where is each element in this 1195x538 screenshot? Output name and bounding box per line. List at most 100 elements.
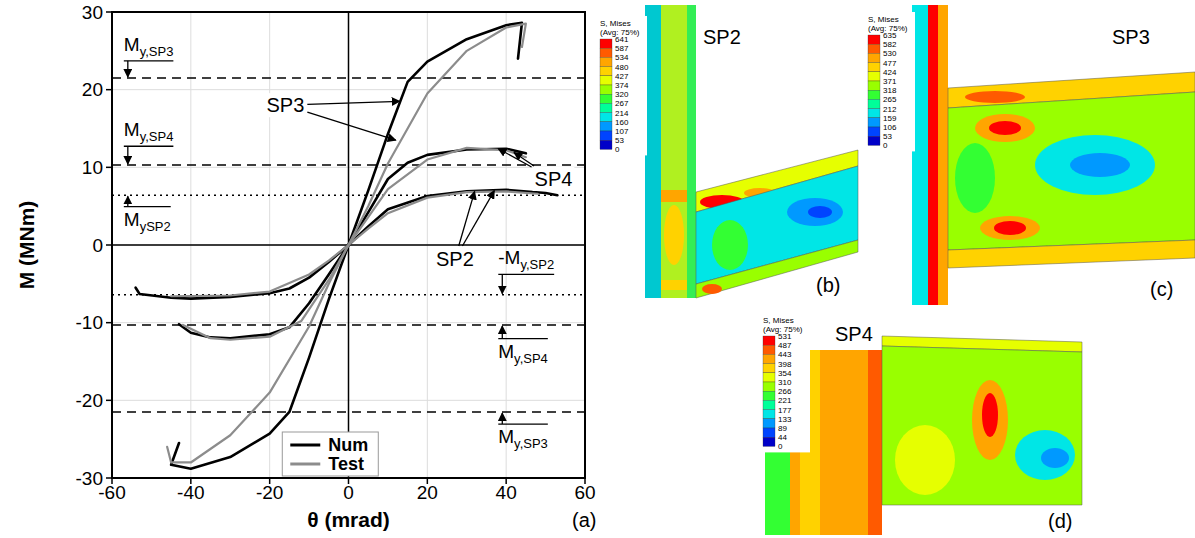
- label-arrow: [502, 413, 503, 424]
- tick-label: 20: [82, 79, 103, 100]
- colorbar-tick-label: 0: [883, 141, 888, 150]
- tick-mark: [106, 167, 112, 169]
- colorbar-tick-label: 398: [778, 360, 792, 369]
- label-arrow: [127, 146, 128, 164]
- annotation-arrow: [498, 149, 531, 167]
- colorbar-cell: [600, 140, 612, 149]
- colorbar-tick-label: 0: [778, 442, 783, 451]
- colorbar-tick-label: 320: [615, 90, 629, 99]
- colorbar-cell: [763, 364, 775, 373]
- yield-moment-line: [112, 164, 585, 166]
- label-subscript: ySP2: [140, 219, 171, 234]
- axis-title: θ (mrad): [307, 508, 390, 531]
- colorbar-cell: [763, 419, 775, 428]
- label-main: M: [124, 34, 140, 55]
- tick-mark: [106, 400, 112, 402]
- colorbar-cell: [600, 57, 612, 66]
- contour-region: [982, 393, 998, 437]
- colorbar-cell: [600, 113, 612, 122]
- colorbar-tick-label: 487: [778, 341, 792, 350]
- colorbar-tick-label: 582: [883, 40, 897, 49]
- yield-moment-label: My,SP3: [498, 426, 548, 451]
- curve: [183, 148, 526, 340]
- fe-panel: S, Mises(Avg: 75%)6355825304774243713182…: [865, 5, 1195, 305]
- contour-region: [965, 91, 1025, 103]
- contour-region: [928, 5, 938, 305]
- yield-moment-label: My,SP4: [124, 119, 174, 144]
- label-arrow: [502, 274, 503, 293]
- tick-label: 40: [496, 482, 517, 503]
- tick-label: -60: [98, 482, 125, 503]
- colorbar-tick-label: 44: [778, 433, 787, 442]
- contour-region: [948, 92, 1195, 250]
- colorbar-cell: [868, 99, 880, 108]
- colorbar-cell: [868, 127, 880, 136]
- panel-label: (c): [1150, 278, 1173, 300]
- curve: [179, 149, 526, 339]
- yield-moment-label: -My,SP2: [498, 247, 554, 272]
- curve: [171, 191, 538, 296]
- plot-frame: [112, 12, 585, 478]
- colorbar-cell: [763, 336, 775, 345]
- colorbar-tick-label: 443: [778, 350, 792, 359]
- label-main: M: [498, 341, 514, 362]
- yield-moment-label: My,SP3: [124, 34, 174, 59]
- panel-title: SP4: [835, 323, 873, 345]
- colorbar-tick-label: 424: [883, 68, 897, 77]
- panel-title: SP3: [1112, 26, 1150, 48]
- colorbar-tick-label: 374: [615, 81, 629, 90]
- colorbar-tick-label: 106: [883, 123, 897, 132]
- colorbar-cell: [868, 44, 880, 53]
- colorbar-tick-label: 160: [615, 118, 629, 127]
- colorbar-tick-label: 427: [615, 72, 629, 81]
- contour-region: [661, 280, 687, 290]
- panel-title: SP2: [703, 26, 741, 48]
- curve: [167, 24, 526, 463]
- annotation: SP2: [436, 248, 474, 270]
- colorbar-tick-label: 310: [778, 378, 792, 387]
- contour-region: [882, 346, 1082, 505]
- colorbar-title: S, Mises: [868, 15, 899, 24]
- colorbar-cell: [600, 48, 612, 57]
- contour-region: [702, 284, 722, 294]
- contour-region: [938, 5, 948, 305]
- contour-region: [664, 205, 684, 265]
- legend-label: Test: [328, 454, 364, 474]
- colorbar-cell: [600, 103, 612, 112]
- annotation-arrow: [307, 101, 399, 104]
- contour-region: [994, 221, 1026, 235]
- contour-region: [980, 216, 1040, 240]
- colorbar-cell: [763, 373, 775, 382]
- contour-region: [765, 452, 790, 535]
- contour-region: [661, 190, 687, 202]
- contour-region: [712, 220, 748, 270]
- label-arrow: [127, 196, 128, 206]
- colorbar-cell: [600, 76, 612, 85]
- legend: NumTest: [282, 432, 378, 476]
- label-arrow: [127, 61, 128, 77]
- legend-box: [282, 432, 378, 476]
- yield-moment-line: [112, 194, 585, 196]
- label-bracket: [124, 60, 174, 61]
- colorbar-tick-label: 534: [615, 53, 629, 62]
- colorbar-cell: [600, 67, 612, 76]
- colorbar-cell: [600, 122, 612, 131]
- label-subscript: y,SP3: [140, 44, 174, 59]
- tick-mark: [106, 89, 112, 91]
- contour-region: [1070, 153, 1130, 177]
- colorbar-cell: [600, 39, 612, 48]
- contour-region: [808, 206, 832, 218]
- tick-mark: [106, 244, 112, 246]
- colorbar-tick-label: 159: [883, 114, 897, 123]
- tick-label: -20: [256, 482, 283, 503]
- annotation-arrow: [307, 112, 395, 140]
- contour-region: [1035, 135, 1155, 195]
- colorbar-tick-label: 212: [883, 105, 897, 114]
- annotation-patch: [265, 93, 307, 117]
- tick-label: 10: [82, 157, 103, 178]
- axis-title: M (MNm): [15, 201, 38, 290]
- contour-region: [661, 5, 687, 298]
- tick-label: 20: [417, 482, 438, 503]
- colorbar-background: [760, 313, 810, 452]
- colorbar-title: S, Mises: [600, 19, 631, 28]
